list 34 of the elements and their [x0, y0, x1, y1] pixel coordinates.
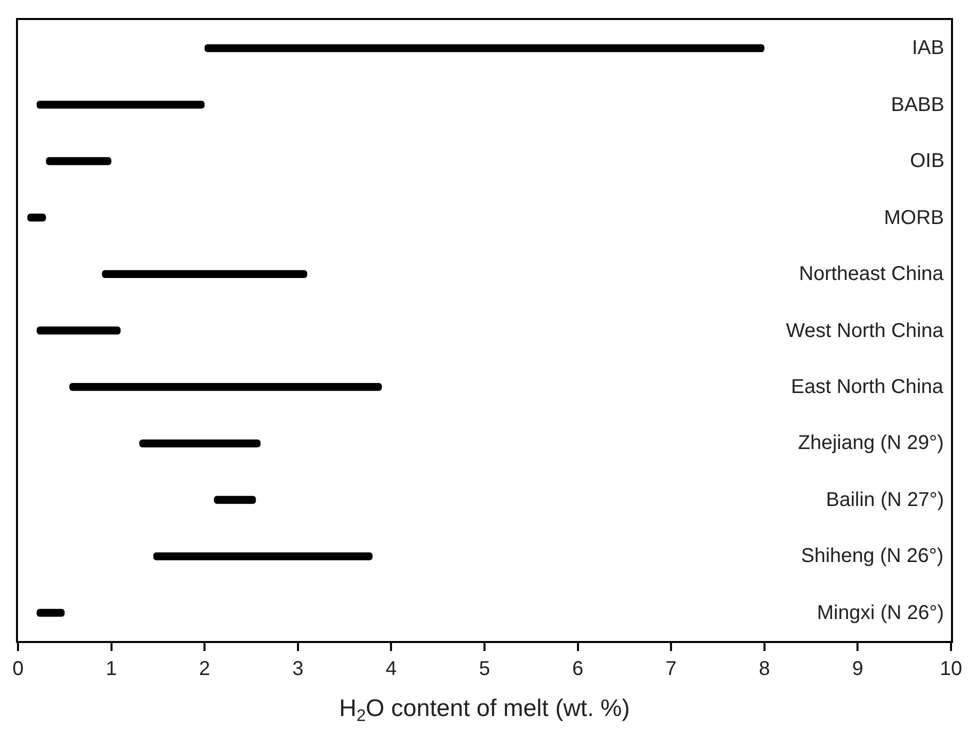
y-tick-label: Shiheng (N 26°) — [801, 545, 944, 567]
bar — [214, 496, 256, 504]
y-tick-label: Zhejiang (N 29°) — [798, 432, 944, 454]
bar — [27, 214, 46, 222]
x-tick-label: 5 — [478, 658, 490, 680]
y-tick-label: MORB — [884, 207, 944, 229]
x-tick-label: 4 — [386, 658, 397, 680]
y-tick-label: Mingxi (N 26°) — [817, 602, 944, 624]
x-tick-label: 8 — [758, 658, 770, 680]
bar — [46, 157, 112, 166]
y-tick-label: Northeast China — [799, 263, 944, 285]
bar — [69, 383, 382, 391]
x-tick-label: 2 — [199, 658, 210, 680]
x-axis-title: H$_{2}$O content of melt (wt. %) — [339, 694, 630, 725]
x-tick-label: 9 — [852, 658, 864, 680]
x-tick-label: 10 — [940, 658, 962, 680]
bar — [204, 44, 764, 52]
x-tick-label: 0 — [12, 658, 24, 680]
x-tick-label: 1 — [106, 658, 117, 680]
y-tick-label: Bailin (N 27°) — [826, 489, 944, 511]
x-tick-label: 6 — [572, 658, 584, 680]
y-tick-label: East North China — [791, 376, 944, 398]
y-tick-label: IAB — [912, 37, 944, 59]
y-tick-label: OIB — [910, 150, 944, 172]
bar — [102, 270, 308, 278]
y-tick-label: BABB — [891, 94, 944, 116]
bar — [36, 608, 65, 617]
bar — [139, 439, 261, 448]
y-tick-label: West North China — [786, 320, 944, 342]
bar — [36, 100, 205, 109]
x-tick-label: 3 — [292, 658, 304, 680]
bar — [153, 552, 373, 560]
x-tick-label: 7 — [666, 658, 677, 680]
bar — [36, 326, 121, 334]
